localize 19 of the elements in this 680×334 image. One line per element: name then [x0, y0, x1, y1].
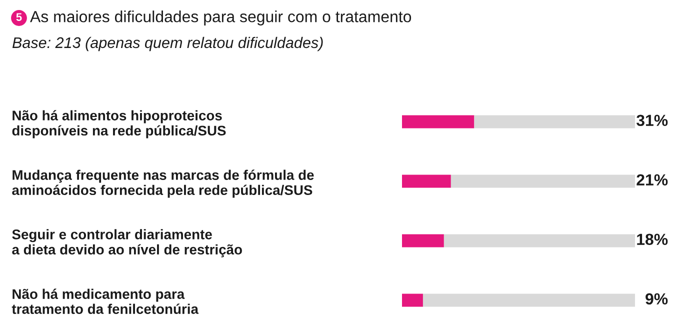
bar — [402, 115, 474, 128]
data-label: 21% — [636, 174, 668, 186]
bar — [402, 294, 423, 307]
text: Base: 213 (apenas quem relatou dificuldades) — [12, 36, 323, 52]
y-tick-label: Não há medicamento para tratamento da fenilcetonúria — [12, 288, 199, 314]
bar — [402, 174, 451, 188]
bar — [474, 115, 635, 128]
data-label: 31% — [636, 114, 668, 126]
text: 5 — [16, 13, 22, 21]
bar — [444, 234, 635, 248]
data-label: 18% — [637, 234, 668, 246]
y-tick-label: Mudança frequente nas marcas de fórmula de aminoácidos fornecida pela rede pública/SUS — [12, 170, 314, 198]
text: As maiores dificuldades para seguir com o tratamento — [30, 10, 412, 26]
bar — [450, 174, 635, 188]
data-label: 9% — [646, 293, 668, 305]
bar — [402, 234, 444, 248]
y-tick-label: Seguir e controlar diariamente a dieta devido ao nível de restrição — [12, 229, 242, 258]
y-tick-label: Não há alimentos hipoproteicos disponíveis na rede pública/SUS — [12, 110, 226, 138]
bar — [422, 294, 635, 307]
